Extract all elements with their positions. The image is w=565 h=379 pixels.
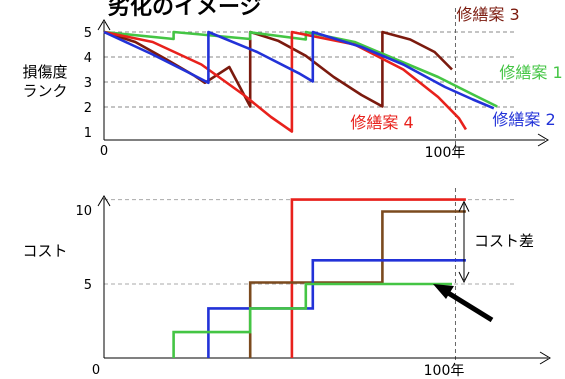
pointer-arrow — [433, 284, 494, 323]
page-heading: 劣化のイメージ — [108, 0, 262, 20]
series-line — [103, 30, 468, 133]
cost-diff-arrow-top — [458, 200, 470, 212]
y-axis-label: ランク — [22, 82, 67, 100]
x-axis-arrow — [537, 133, 549, 147]
y-axis-arrow — [97, 195, 111, 207]
y-tick-label: 5 — [84, 26, 92, 41]
series-label: 修繕案 1 — [499, 63, 562, 82]
series-line — [207, 258, 466, 358]
series-label: 修繕案 3 — [456, 5, 519, 24]
series-label: 修繕案 2 — [492, 110, 555, 129]
series-line — [103, 30, 495, 110]
x-tick-label: 0 — [100, 144, 108, 159]
x-tick-label: 100年 — [424, 363, 465, 379]
y-tick-label: 1 — [84, 126, 92, 141]
x-tick-label: 0 — [92, 363, 100, 378]
cost-diff-label: コスト差 — [474, 232, 534, 250]
series-line — [172, 282, 452, 358]
y-tick-label: 5 — [84, 278, 92, 293]
y-axis-label: 損傷度 — [22, 63, 67, 81]
y-axis-arrow — [97, 19, 111, 31]
x-tick-label: 100年 — [425, 145, 466, 161]
series-label: 修繕案 4 — [350, 113, 413, 132]
series-line — [103, 30, 498, 108]
series-line — [290, 198, 466, 358]
y-tick-label: 10 — [75, 204, 92, 219]
y-tick-label: 3 — [84, 76, 92, 91]
y-tick-label: 2 — [84, 101, 92, 116]
cost-chart: 5 10 コスト 0 100年 コスト差 — [22, 188, 551, 379]
x-axis-arrow — [539, 351, 551, 365]
y-axis-label: コスト — [22, 242, 67, 260]
y-tick-label: 4 — [84, 51, 92, 66]
cost-diff-arrow-bottom — [458, 271, 470, 284]
